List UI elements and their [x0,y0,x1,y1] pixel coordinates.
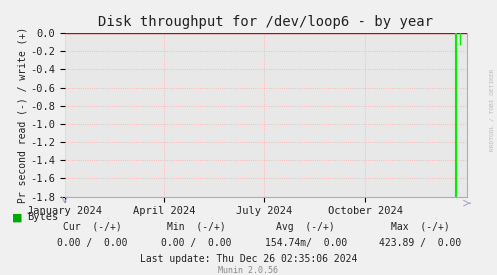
Text: 0.00 /  0.00: 0.00 / 0.00 [57,238,127,248]
Text: Cur  (-/+): Cur (-/+) [63,222,121,232]
Text: 423.89 /  0.00: 423.89 / 0.00 [379,238,461,248]
Title: Disk throughput for /dev/loop6 - by year: Disk throughput for /dev/loop6 - by year [98,15,433,29]
Text: Avg  (-/+): Avg (-/+) [276,222,335,232]
Text: Max  (-/+): Max (-/+) [391,222,449,232]
Text: Last update: Thu Dec 26 02:35:06 2024: Last update: Thu Dec 26 02:35:06 2024 [140,254,357,264]
Text: Min  (-/+): Min (-/+) [167,222,226,232]
Text: ■: ■ [12,212,23,222]
Text: Bytes: Bytes [27,212,59,222]
Text: 0.00 /  0.00: 0.00 / 0.00 [161,238,232,248]
Text: Munin 2.0.56: Munin 2.0.56 [219,266,278,275]
Y-axis label: Pr second read (-) / write (+): Pr second read (-) / write (+) [17,27,27,203]
Text: RRDTOOL / TOBI OETIKER: RRDTOOL / TOBI OETIKER [490,69,495,151]
Text: 154.74m/  0.00: 154.74m/ 0.00 [264,238,347,248]
